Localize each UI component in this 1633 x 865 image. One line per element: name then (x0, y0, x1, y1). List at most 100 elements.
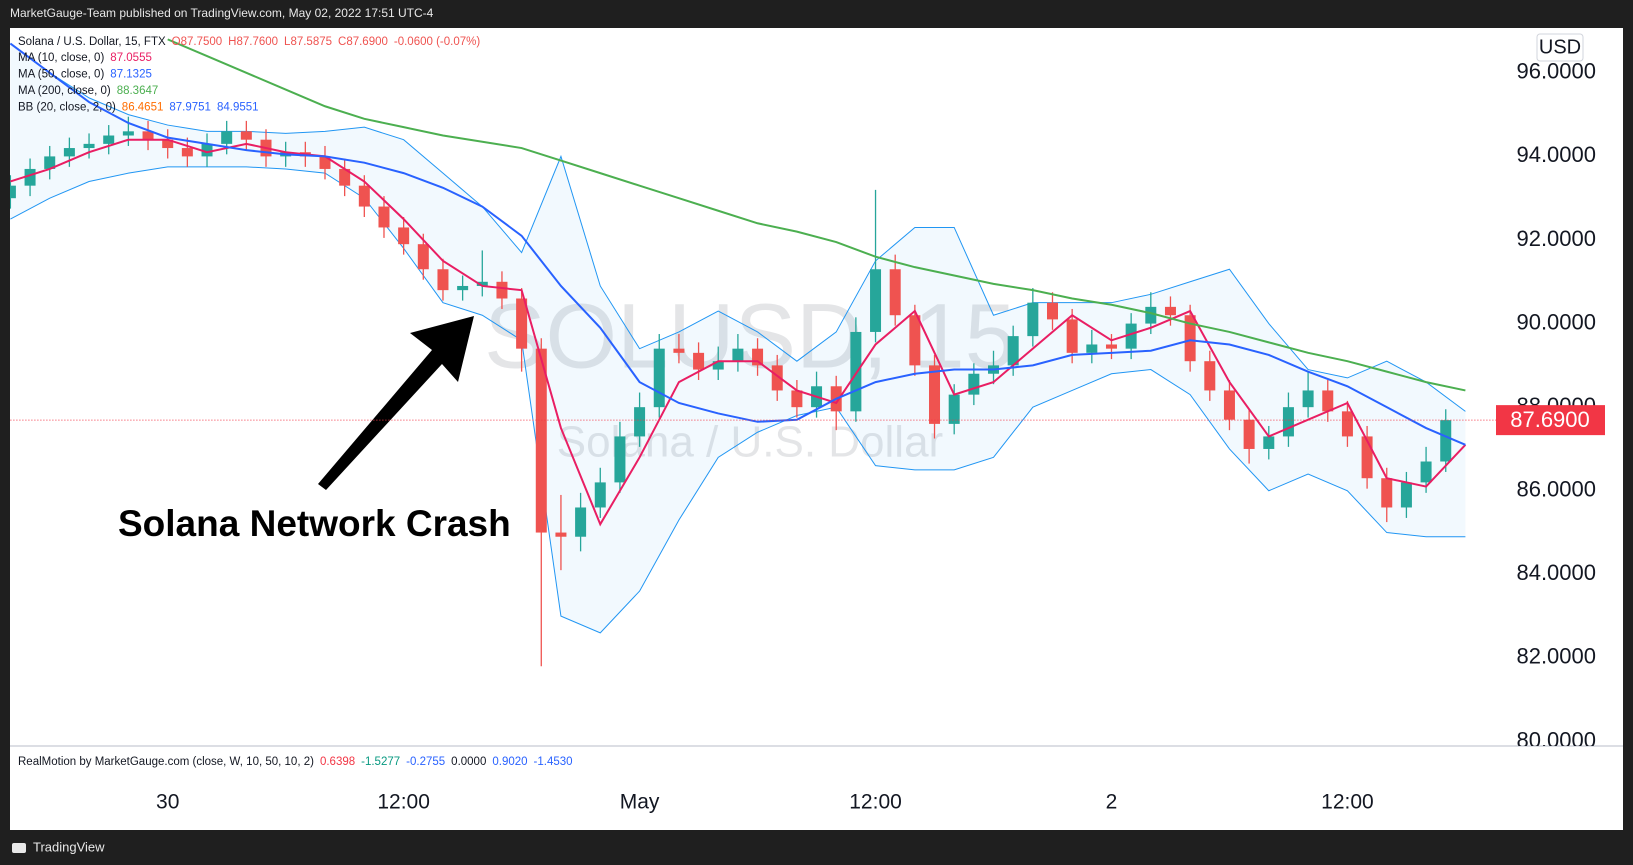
indicator-title: RealMotion by MarketGauge.com (close, W,… (18, 756, 573, 768)
chart-area (10, 28, 1623, 830)
x-tick-label: 2 (1106, 791, 1118, 814)
candle-body (496, 281, 508, 299)
candle-body (1322, 390, 1334, 412)
legend-text: 84.9551 (217, 102, 259, 114)
legend-row: MA (200, close, 0) 88.3647 (18, 85, 158, 97)
y-tick-label: 90.0000 (1516, 309, 1596, 334)
candle-body (1263, 436, 1275, 449)
candle-body (378, 206, 390, 228)
legend-text: 88.3647 (117, 85, 159, 97)
annotation: Solana Network Crash (118, 503, 511, 544)
candle-body (948, 394, 960, 424)
candle-body (1164, 306, 1176, 316)
candle-body (909, 315, 921, 366)
candle-body (1125, 323, 1137, 349)
y-tick-label: 84.0000 (1516, 560, 1596, 585)
candle-body (771, 365, 783, 391)
candle-body (319, 156, 331, 169)
candle-body (240, 131, 252, 140)
legend-text: 86.4651 (122, 102, 164, 114)
currency[interactable]: USD (1539, 36, 1581, 58)
candle-body (63, 148, 75, 157)
legend-text: -1.4530 (534, 756, 573, 768)
y-tick-label: 82.0000 (1516, 644, 1596, 669)
legend-text: C87.6900 (338, 36, 388, 48)
legend-text: -0.0600 (-0.07%) (394, 36, 480, 48)
candle-body (221, 131, 233, 144)
legend-text: -1.5277 (361, 756, 400, 768)
candle-body (201, 143, 213, 157)
candle-body (417, 244, 429, 270)
legend-row: BB (20, close, 2, 0) 86.4651 87.9751 84.955… (18, 102, 259, 114)
candle-body (1243, 419, 1255, 449)
y-tick-label: 92.0000 (1516, 226, 1596, 251)
candle-body (594, 482, 606, 508)
legend-text: MA (10, close, 0) (18, 52, 104, 64)
band-line (10, 43, 1466, 412)
candle-body (10, 185, 16, 199)
legend-text: MA (50, close, 0) (18, 69, 104, 81)
legend-text: -0.2755 (406, 756, 445, 768)
arrow (318, 316, 474, 490)
last-price-box (1496, 405, 1605, 436)
x-tick-label: 12:00 (377, 791, 430, 814)
candle-body (1066, 319, 1078, 353)
legend-text: 0.0000 (451, 756, 486, 768)
legend-text: 87.9751 (169, 102, 211, 114)
footer (0, 830, 1633, 865)
candle-body (791, 390, 803, 408)
candle-body (673, 348, 685, 353)
x-tick-label: 12:00 (849, 791, 902, 814)
band-line (10, 166, 1466, 634)
candle-body (516, 298, 528, 349)
candle-body (712, 361, 724, 370)
candle-body (575, 507, 587, 537)
logo (12, 843, 26, 853)
legend-text: 0.6398 (320, 756, 355, 768)
currency-box[interactable] (1536, 33, 1584, 62)
x-tick-label: 30 (156, 791, 179, 814)
legend-text: 87.0555 (110, 52, 152, 64)
legend-text: L87.5875 (284, 36, 332, 48)
legend-text: MA (200, close, 0) (18, 85, 111, 97)
candle-body (752, 348, 764, 366)
candle-body (1282, 407, 1294, 437)
ma-line (10, 42, 1466, 446)
last-price-label: 87.6900 (1510, 407, 1590, 432)
legend-text: 87.1325 (110, 69, 152, 81)
legend-text: Solana / U.S. Dollar, 15, FTX (18, 36, 166, 48)
candle-body (1302, 390, 1314, 408)
candle-body (1184, 315, 1196, 362)
candle-body (1086, 344, 1098, 353)
candle-body (358, 185, 370, 207)
candle-body (889, 269, 901, 316)
legend-text: 0.9020 (492, 756, 527, 768)
candle-body (162, 139, 174, 149)
candle-body (339, 168, 351, 186)
candle-body (653, 348, 665, 408)
candle-body (555, 532, 567, 537)
y-tick-label: 94.0000 (1516, 142, 1596, 167)
candle-body (476, 281, 488, 286)
legend: Solana / U.S. Dollar, 15, FTX O87.7500 H87… (18, 36, 480, 114)
legend-row: MA (50, close, 0) 87.1325 (18, 69, 152, 81)
ma-line (10, 138, 1467, 527)
y-tick-label: 86.0000 (1516, 477, 1596, 502)
legend-row: Solana / U.S. Dollar, 15, FTX O87.7500 H87… (18, 36, 480, 48)
x-tick-label: 12:00 (1321, 791, 1374, 814)
y-tick-label: 80.0000 (1516, 727, 1596, 752)
candle-body (1361, 436, 1373, 479)
candle-body (1204, 361, 1216, 391)
candle-body (850, 331, 862, 412)
candle-body (968, 373, 980, 395)
ma-line (167, 38, 1466, 392)
candle-body (1046, 302, 1058, 320)
candle-body (122, 131, 134, 136)
candle-body (634, 407, 646, 437)
candle-body (870, 269, 882, 332)
candle-body (1440, 420, 1452, 462)
candle-body (181, 148, 193, 157)
candle-body (1420, 461, 1432, 483)
